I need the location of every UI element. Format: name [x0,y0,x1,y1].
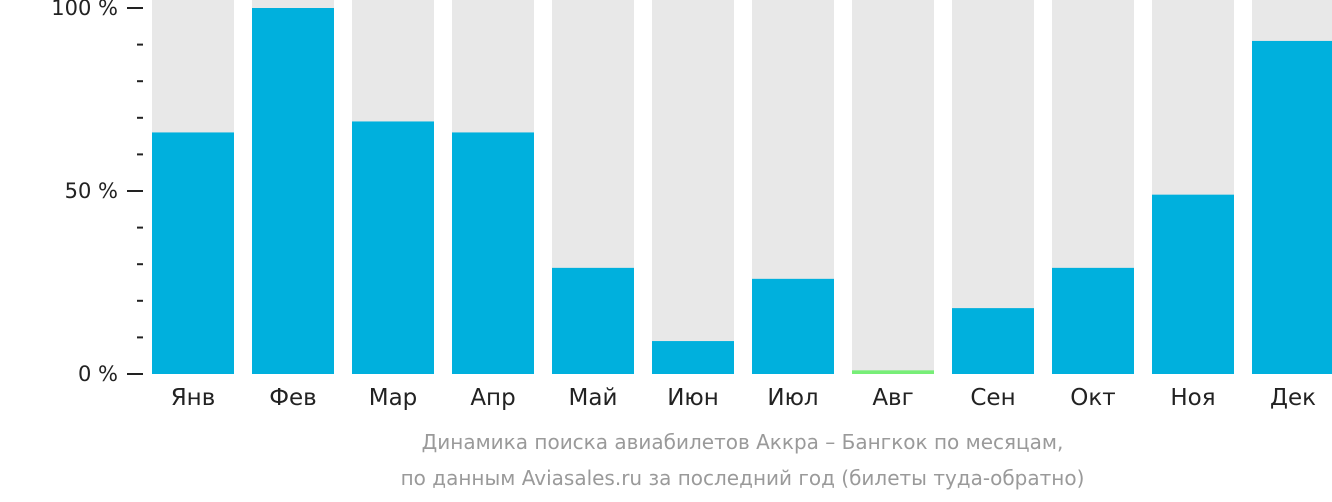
bar [752,278,834,374]
bar [652,341,734,374]
x-tick-label: Фев [269,385,317,411]
x-tick-label: Ноя [1170,385,1215,411]
x-tick-label: Мар [369,385,418,411]
bar [252,8,334,374]
x-tick-label: Май [569,385,618,411]
y-tick-label: 100 % [51,0,118,20]
x-tick-label: Сен [970,385,1015,411]
chart-caption-line-2: по данным Aviasales.ru за последний год … [400,466,1085,490]
x-tick-label: Окт [1070,385,1115,411]
x-tick-label: Апр [470,385,515,411]
x-tick-label: Июл [767,385,818,411]
bar-track [852,0,934,374]
bar [1152,194,1234,374]
chart-caption-line-1: Динамика поиска авиабилетов Аккра – Банг… [421,430,1064,454]
bar [152,132,234,374]
bar [952,308,1034,374]
bar [552,267,634,374]
bar [352,121,434,375]
x-tick-label: Янв [171,385,216,411]
bar [1052,267,1134,374]
y-tick-label: 50 % [65,179,118,203]
bar [452,132,534,374]
bar [1252,40,1332,374]
x-tick-label: Июн [667,385,719,411]
bar-track [652,0,734,374]
x-tick-label: Дек [1270,385,1316,411]
x-tick-label: Авг [872,385,913,411]
bar [852,370,934,374]
y-tick-label: 0 % [78,362,118,386]
